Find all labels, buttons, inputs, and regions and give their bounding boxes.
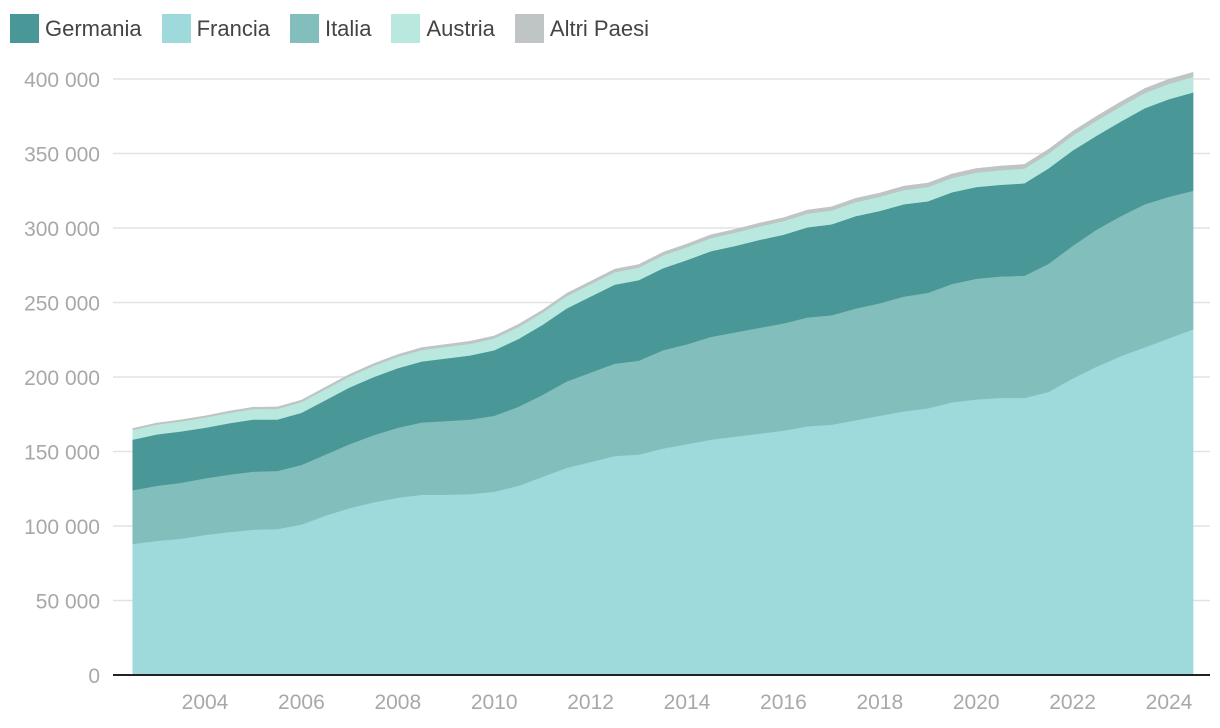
y-tick-label: 200 000 [24,367,100,390]
area-series [132,71,1194,676]
x-tick-label: 2004 [182,691,229,714]
x-tick-label: 2008 [374,691,421,714]
x-tick-label: 2016 [760,691,807,714]
x-tick-label: 2020 [953,691,1000,714]
legend-label: Germania [45,15,142,41]
y-tick-label: 150 000 [24,442,100,465]
y-tick-label: 300 000 [24,218,100,241]
area-altri-paesi [132,71,1194,431]
legend-swatch [514,13,544,43]
legend-item-germania: Germania [10,13,142,43]
x-axis: 2004 2006 2008 2010 2012 2014 2016 2018 2020 2022… [113,674,1210,714]
legend-label: Altri Paesi [549,15,649,41]
y-tick-label: 50 000 [36,591,100,614]
legend-swatch [161,13,191,43]
x-tick-label: 2022 [1049,691,1096,714]
y-tick-label: 100 000 [24,516,100,539]
legend-swatch [289,13,319,43]
legend-item-altri-paesi: Altri Paesi [514,13,649,43]
x-tick-label: 2012 [567,691,614,714]
x-tick-label: 2014 [664,691,711,714]
x-tick-label: 2018 [856,691,903,714]
legend-item-italia: Italia [289,13,372,43]
y-axis: 0 50 000 100 000 150 000 200 000 250 000 300 0… [24,69,100,688]
x-tick-label: 2006 [278,691,325,714]
y-tick-label: 250 000 [24,293,100,316]
chart-legend: Germania Francia Italia Austria Altri Paesi [10,13,669,43]
legend-label: Francia [196,15,270,41]
x-tick-label: 2010 [471,691,518,714]
legend-item-austria: Austria [391,13,495,43]
y-tick-label: 400 000 [24,69,100,92]
legend-swatch [10,13,39,43]
legend-swatch [391,13,421,43]
legend-label: Austria [426,15,495,41]
x-tick-label: 2024 [1146,691,1193,714]
y-tick-label: 350 000 [24,144,100,167]
y-tick-label: 0 [88,665,100,688]
legend-item-francia: Francia [161,13,270,43]
legend-label: Italia [324,15,372,41]
